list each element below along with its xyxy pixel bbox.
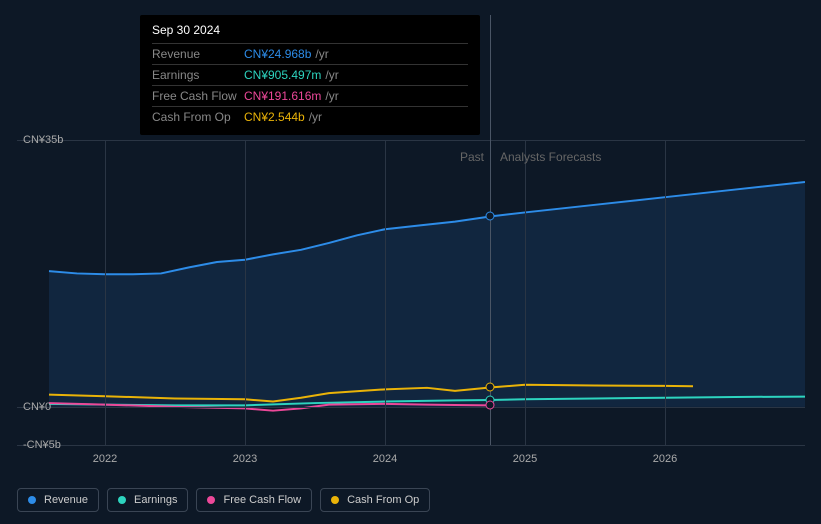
legend-dot <box>207 496 215 504</box>
tooltip-unit: /yr <box>315 47 328 61</box>
chart-legend: Revenue Earnings Free Cash Flow Cash From O… <box>17 488 430 512</box>
x-axis-label: 2024 <box>373 453 397 465</box>
gridline-vertical <box>105 140 106 445</box>
gridline-vertical <box>245 140 246 445</box>
financials-chart: CN¥35bCN¥0-CN¥5b20222023202420252026Past… <box>17 125 805 445</box>
gridline-horizontal <box>17 445 805 446</box>
tooltip-row: RevenueCN¥24.968b/yr <box>152 43 468 64</box>
gridline-horizontal <box>17 140 805 141</box>
tooltip-metric-label: Cash From Op <box>152 110 244 124</box>
section-label-forecast: Analysts Forecasts <box>500 150 601 164</box>
tooltip-unit: /yr <box>309 110 322 124</box>
legend-item[interactable]: Free Cash Flow <box>196 488 312 512</box>
tooltip-row: Free Cash FlowCN¥191.616m/yr <box>152 85 468 106</box>
legend-label: Earnings <box>134 494 177 506</box>
chart-tooltip: Sep 30 2024 RevenueCN¥24.968b/yrEarnings… <box>140 15 480 135</box>
legend-dot <box>331 496 339 504</box>
tooltip-unit: /yr <box>325 89 338 103</box>
legend-item[interactable]: Revenue <box>17 488 99 512</box>
tooltip-row: Cash From OpCN¥2.544b/yr <box>152 106 468 127</box>
tooltip-date: Sep 30 2024 <box>152 23 468 43</box>
gridline-vertical <box>525 140 526 445</box>
y-axis-label: CN¥0 <box>23 401 51 413</box>
legend-item[interactable]: Cash From Op <box>320 488 430 512</box>
cursor-marker <box>486 401 495 410</box>
cursor-marker <box>486 212 495 221</box>
tooltip-metric-value: CN¥191.616m <box>244 89 321 103</box>
cursor-line <box>490 15 491 445</box>
legend-item[interactable]: Earnings <box>107 488 188 512</box>
tooltip-metric-value: CN¥24.968b <box>244 47 311 61</box>
tooltip-metric-label: Earnings <box>152 68 244 82</box>
cursor-marker <box>486 383 495 392</box>
tooltip-metric-value: CN¥2.544b <box>244 110 305 124</box>
gridline-horizontal <box>17 407 805 408</box>
tooltip-metric-value: CN¥905.497m <box>244 68 321 82</box>
legend-dot <box>28 496 36 504</box>
y-axis-label: -CN¥5b <box>23 439 61 451</box>
area-fill-revenue <box>49 182 805 407</box>
gridline-vertical <box>665 140 666 445</box>
x-axis-label: 2025 <box>513 453 537 465</box>
legend-dot <box>118 496 126 504</box>
x-axis-label: 2023 <box>233 453 257 465</box>
x-axis-label: 2022 <box>93 453 117 465</box>
x-axis-label: 2026 <box>653 453 677 465</box>
y-axis-label: CN¥35b <box>23 134 63 146</box>
legend-label: Revenue <box>44 494 88 506</box>
gridline-vertical <box>385 140 386 445</box>
tooltip-row: EarningsCN¥905.497m/yr <box>152 64 468 85</box>
section-label-past: Past <box>460 150 484 164</box>
tooltip-metric-label: Free Cash Flow <box>152 89 244 103</box>
tooltip-unit: /yr <box>325 68 338 82</box>
tooltip-metric-label: Revenue <box>152 47 244 61</box>
legend-label: Free Cash Flow <box>223 494 301 506</box>
legend-label: Cash From Op <box>347 494 419 506</box>
